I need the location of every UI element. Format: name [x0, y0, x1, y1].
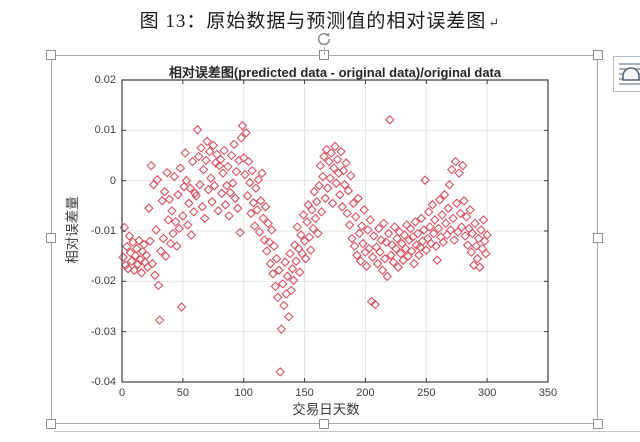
- y-tick-label: -0.03: [90, 325, 116, 338]
- y-tick-label: -0.04: [90, 376, 116, 388]
- resize-handle-w[interactable]: [46, 233, 56, 243]
- resize-handle-nw[interactable]: [46, 50, 56, 60]
- y-tick-label: -0.01: [90, 225, 116, 237]
- resize-handle-se[interactable]: [593, 419, 603, 429]
- x-tick-label: 100: [234, 387, 253, 399]
- y-tick-label: -0.02: [90, 275, 116, 288]
- y-tick-label: 0.01: [94, 124, 116, 137]
- chart-title: 相对误差图(predicted data - original data)/or…: [168, 65, 502, 80]
- resize-handle-e[interactable]: [593, 233, 603, 243]
- resize-handle-ne[interactable]: [593, 50, 603, 60]
- x-tick-label: 0: [118, 387, 126, 399]
- x-tick-label: 50: [176, 387, 189, 399]
- rotation-handle-stem: [324, 47, 325, 55]
- rotate-handle-icon[interactable]: [315, 30, 333, 48]
- x-tick-label: 350: [538, 387, 558, 399]
- x-tick-label: 250: [417, 387, 436, 399]
- page-boundary-line: [54, 431, 640, 432]
- x-axis-label: 交易日天数: [292, 402, 360, 417]
- y-tick-label: 0: [109, 174, 116, 187]
- text-wrap-icon: [619, 63, 640, 85]
- x-tick-label: 300: [477, 387, 497, 399]
- layout-options-button[interactable]: [613, 56, 640, 92]
- figure-caption: 图 13：原始数据与预测值的相对误差图 ↵: [0, 6, 640, 33]
- paragraph-mark-icon: ↵: [488, 15, 501, 30]
- y-tick-label: 0.02: [94, 74, 116, 86]
- figure-caption-text: 图 13：原始数据与预测值的相对误差图: [139, 11, 487, 32]
- x-tick-label: 150: [295, 387, 314, 399]
- resize-handle-sw[interactable]: [46, 419, 56, 429]
- resize-handle-s[interactable]: [319, 419, 329, 429]
- x-tick-label: 200: [356, 387, 375, 399]
